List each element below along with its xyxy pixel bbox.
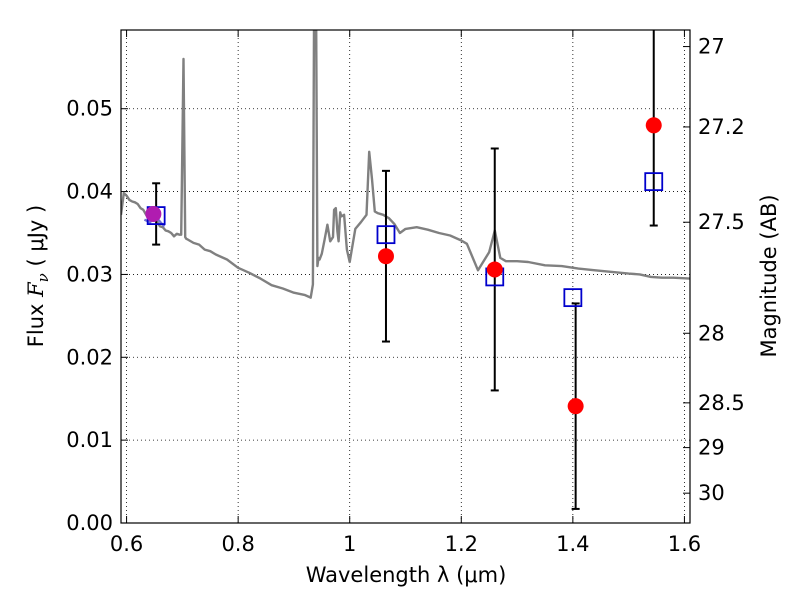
y-tick-label: 0.03 (66, 262, 113, 286)
y-axis-label: Flux Fν ( μJy ) (24, 205, 52, 347)
y2-tick-label: 28.5 (698, 391, 745, 415)
y2-tick-label: 27 (698, 35, 725, 59)
x-tick-label: 1.6 (668, 532, 701, 556)
x-tick-label: 1.4 (556, 532, 589, 556)
model-photometry-point (563, 288, 583, 308)
plot-frame (120, 29, 691, 524)
y-axis-label-suffix: ( μJy ) (24, 205, 48, 273)
plot-background (121, 30, 690, 523)
plot-area (121, 30, 690, 510)
y2-tick-label: 28 (698, 321, 725, 345)
observed-point (567, 398, 584, 415)
observed-point (486, 261, 503, 278)
y2-tick-labels: 27 27.2 27.5 28 28.5 29 30 (698, 35, 745, 506)
observed-point (377, 248, 394, 265)
x-tick-label: 1 (343, 532, 356, 556)
observed-point (645, 117, 662, 134)
observed-photometry-points (145, 117, 662, 415)
y-tick-label: 0.05 (66, 97, 113, 121)
y-axis-label-subscript: ν (34, 273, 52, 282)
y-tick-label: 0.04 (66, 180, 113, 204)
x-tick-label: 0.8 (221, 532, 254, 556)
y-axis-label-prefix: Flux (24, 297, 48, 347)
y-tick-label: 0.02 (66, 345, 113, 369)
y2-tick-label: 30 (698, 481, 725, 505)
x-tick-label: 1.2 (445, 532, 478, 556)
y-tick-labels: 0.00 0.01 0.02 0.03 0.04 0.05 (66, 97, 113, 535)
model-spectrum-line (121, 30, 690, 299)
y-tick-label: 0.00 (66, 511, 113, 535)
model-photometry-point (644, 172, 664, 192)
x-tick-labels: 0.6 0.8 1 1.2 1.4 1.6 (110, 532, 701, 556)
model-photometry-point (376, 225, 396, 245)
y2-tick-label: 27.2 (698, 115, 745, 139)
x-axis-label: Wavelength λ (μm) (306, 563, 507, 587)
y-tick-label: 0.01 (66, 428, 113, 452)
axis-ticks (121, 30, 690, 524)
x-tick-label: 0.6 (110, 532, 143, 556)
y2-tick-label: 27.5 (698, 210, 745, 234)
y-axis-label-symbol: F (24, 281, 48, 298)
y2-tick-label: 29 (698, 436, 725, 460)
observed-point (145, 205, 162, 222)
y2-axis-label: Magnitude (AB) (757, 194, 781, 357)
